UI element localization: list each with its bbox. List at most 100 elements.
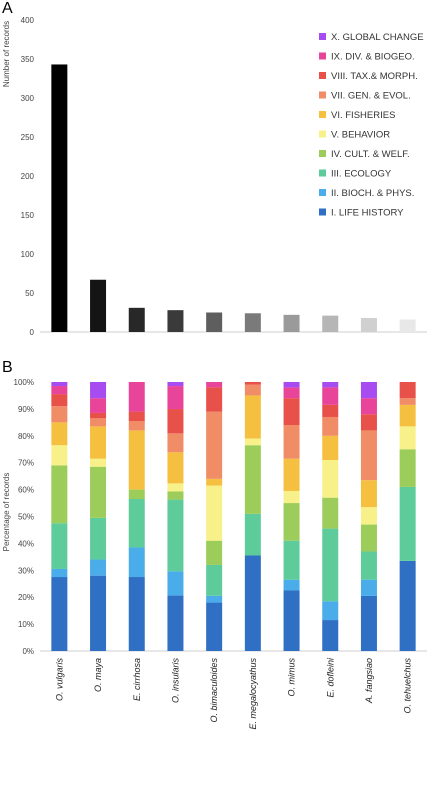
- legend-swatch: [319, 208, 326, 216]
- panel-b-ytick-label: 30%: [18, 566, 34, 575]
- legend-swatch: [319, 111, 326, 118]
- panel-b-stack-segment: [90, 426, 107, 459]
- panel-b-stack-segment: [51, 568, 68, 578]
- panel-b-stack-segment: [90, 382, 107, 399]
- panel-a-bar: [90, 279, 107, 332]
- panel-b-stack-segment: [206, 478, 223, 486]
- panel-b-stack-segment: [283, 425, 300, 459]
- panel-b-ytick-label: 40%: [18, 539, 34, 548]
- panel-b-stack-segment: [206, 595, 223, 603]
- panel-b-stack-segment: [244, 438, 261, 446]
- panel-b-stack-segment: [206, 382, 223, 388]
- panel-b-stack-segment: [128, 411, 145, 422]
- panel-b-ytick-label: 0%: [22, 647, 34, 656]
- panel-a-bar: [206, 312, 223, 332]
- panel-b-stack-segment: [322, 620, 339, 651]
- panel-b-stack-segment: [206, 540, 223, 565]
- panel-a-ytick-label: 50: [25, 289, 34, 298]
- panel-b-stack-segment: [244, 384, 261, 396]
- panel-b-category-label: E. megalocyathus: [248, 658, 258, 730]
- panel-b-stack-segment: [283, 382, 300, 388]
- panel-a-label: A: [2, 0, 13, 17]
- panel-b-stack-segment: [128, 430, 145, 490]
- panel-b-stack-segment: [283, 503, 300, 541]
- panel-b-stack-segment: [206, 387, 223, 412]
- legend-entry-label: VIII. TAX.& MORPH.: [331, 71, 418, 82]
- panel-b-stack-segment: [128, 421, 145, 431]
- panel-b-stack-segment: [360, 414, 377, 431]
- panel-b-ytick-label: 60%: [18, 486, 34, 495]
- panel-a-bar: [244, 313, 261, 332]
- panel-a-bars: [51, 64, 416, 333]
- panel-b-stack-segment: [167, 452, 184, 484]
- panel-b-category-label: O. mimus: [287, 658, 297, 697]
- panel-a-ytick-label: 350: [21, 55, 35, 64]
- panel-b-stack-segment: [244, 382, 261, 385]
- panel-b-stack-segment: [206, 485, 223, 541]
- panel-b-ytick-label: 20%: [18, 593, 34, 602]
- panel-b-ytick-label: 80%: [18, 432, 34, 441]
- panel-b-stack-segment: [360, 430, 377, 481]
- panel-b-bars: [51, 382, 416, 651]
- legend-entry-label: II. BIOCH. & PHYS.: [331, 188, 414, 199]
- panel-b-stack-segment: [206, 411, 223, 479]
- panel-b-stack-segment: [322, 404, 339, 417]
- panel-b-stack-segment: [167, 433, 184, 453]
- panel-b-stack-segment: [167, 571, 184, 596]
- panel-a-bar: [128, 307, 145, 332]
- panel-b-stack-segment: [399, 398, 416, 405]
- panel-b-ytick-label: 50%: [18, 513, 34, 522]
- panel-a-bar: [283, 314, 300, 332]
- panel-b-category-label: O. vulgaris: [54, 658, 64, 702]
- panel-b-stack-segment: [90, 458, 107, 467]
- panel-b-stack-segment: [399, 449, 416, 487]
- panel-b-stack-segment: [90, 398, 107, 413]
- panel-b-stack-segment: [128, 489, 145, 500]
- panel-b-stack-segment: [283, 458, 300, 491]
- panel-a-bar: [399, 319, 416, 332]
- panel-b-stack-segment: [128, 577, 145, 651]
- panel-a-ytick-label: 0: [30, 328, 35, 337]
- panel-b-category-label: O. maya: [93, 658, 103, 692]
- panel-b-stack-segment: [128, 382, 145, 412]
- panel-b-stack-segment: [90, 418, 107, 427]
- panel-b-stack-segment: [283, 398, 300, 426]
- panel-b-stack-segment: [360, 579, 377, 596]
- panel-a-ytick-label: 400: [21, 16, 35, 25]
- panel-b-stack-segment: [90, 466, 107, 518]
- panel-b-stack-segment: [322, 435, 339, 461]
- panel-b-stack-segment: [244, 513, 261, 556]
- panel-b-stack-segment: [360, 507, 377, 525]
- panel-a-bar: [51, 64, 68, 333]
- panel-b-stack-segment: [167, 491, 184, 500]
- panel-b-stack-segment: [322, 528, 339, 602]
- panel-b-stack-segment: [206, 564, 223, 596]
- panel-b-stack-segment: [322, 387, 339, 405]
- panel-b-stack-segment: [399, 404, 416, 427]
- legend-swatch: [319, 33, 326, 40]
- panel-b-stack-segment: [322, 382, 339, 388]
- panel-b-stack-segment: [244, 395, 261, 439]
- panel-b-stack-segment: [128, 547, 145, 578]
- panel-b-stack-segment: [90, 412, 107, 419]
- panel-b-category-label: O. tehuelchus: [403, 658, 413, 714]
- legend-entry-label: I. LIFE HISTORY: [331, 208, 404, 219]
- panel-b-stack-segment: [167, 386, 184, 410]
- legend-entry-label: IV. CULT. & WELF.: [331, 149, 410, 160]
- panel-b-stack-segment: [90, 559, 107, 576]
- panel-b-stack-segment: [399, 426, 416, 450]
- panel-b-ytick-label: 90%: [18, 405, 34, 414]
- panel-b-stack-segment: [399, 486, 416, 561]
- panel-b-ytick-label: 70%: [18, 459, 34, 468]
- legend-swatch: [319, 169, 326, 177]
- panel-b-stack-segment: [51, 394, 68, 407]
- panel-a-bar: [322, 315, 339, 332]
- panel-a-ytick-label: 250: [21, 133, 35, 142]
- panel-b-stack-segment: [283, 579, 300, 591]
- legend-entry-label: IX. DIV. & BIOGEO.: [331, 52, 415, 63]
- panel-b-stack-segment: [322, 601, 339, 621]
- panel-b-stack-segment: [360, 524, 377, 552]
- panel-b-stack-segment: [360, 382, 377, 399]
- legend-swatch: [319, 52, 326, 60]
